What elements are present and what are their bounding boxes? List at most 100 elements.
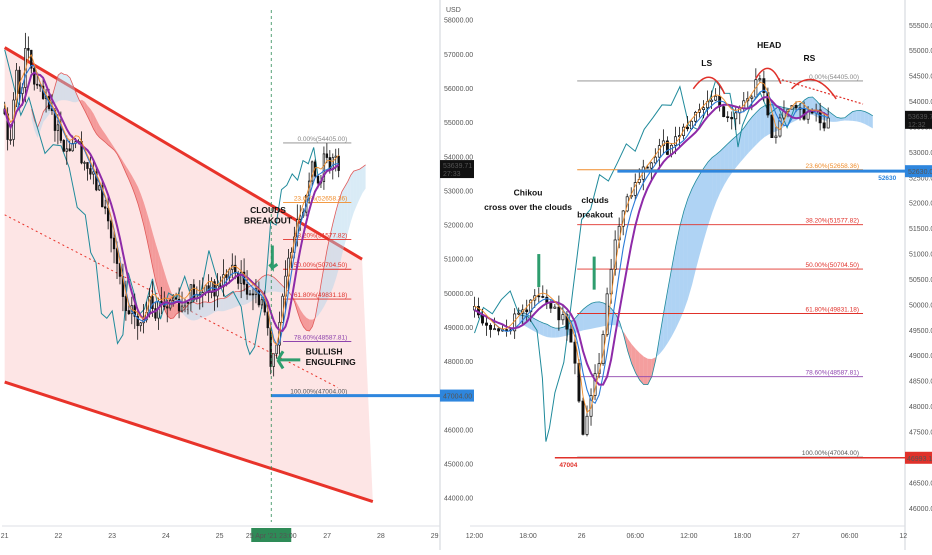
ichimoku-cloud-segment	[226, 295, 230, 311]
ichimoku-cloud-segment	[683, 198, 688, 311]
ichimoku-cloud-segment	[123, 161, 127, 174]
ichimoku-cloud-segment	[591, 302, 596, 329]
candle-body	[322, 153, 326, 182]
y-tick-label: 53000.00	[444, 188, 473, 195]
ichimoku-cloud-segment	[868, 113, 873, 129]
highlighted-time-badge	[251, 528, 292, 542]
ichimoku-cloud-segment	[300, 310, 304, 327]
ichimoku-cloud-segment	[303, 314, 307, 331]
ichimoku-cloud-segment	[362, 164, 366, 193]
candle-body	[750, 96, 754, 99]
x-tick-label: 06:00	[841, 533, 859, 540]
ichimoku-cloud-segment	[93, 113, 97, 135]
annotation-text: RS	[804, 53, 816, 63]
x-tick-label: 28	[377, 533, 385, 540]
last-price-text: 53639.71	[443, 163, 472, 170]
channel-lower-line	[4, 380, 374, 503]
ichimoku-cloud-segment	[58, 72, 62, 102]
ichimoku-cloud-segment	[182, 308, 186, 317]
y-tick-label: 49000.00	[444, 325, 473, 332]
ichimoku-cloud-segment	[262, 275, 266, 296]
candle-body	[245, 283, 249, 295]
candle-body	[653, 156, 657, 164]
candle-body	[325, 153, 329, 158]
ichimoku-cloud-segment	[599, 301, 604, 328]
ichimoku-cloud-segment	[708, 157, 713, 226]
last-price-time: 12:32	[908, 122, 926, 129]
fib-level-label: 100.00%(47004.00)	[290, 389, 347, 396]
candle-body	[545, 296, 549, 303]
y-tick-label: 51000.00	[909, 252, 932, 259]
candle-body	[810, 111, 814, 114]
candle-body	[186, 302, 190, 304]
ichimoku-cloud-segment	[607, 305, 612, 326]
candle-body	[585, 415, 589, 435]
ichimoku-cloud-segment	[185, 304, 189, 319]
kijun-line	[4, 53, 340, 346]
annotation-text: clouds	[581, 195, 609, 205]
ichimoku-cloud-segment	[72, 85, 76, 103]
candle-body	[714, 95, 718, 101]
ichimoku-cloud-segment	[132, 176, 135, 195]
candle-body	[497, 328, 501, 332]
candle-body	[657, 145, 661, 158]
candle-body	[86, 162, 89, 169]
fib-level-label: 78.60%(48587.81)	[806, 370, 860, 377]
ichimoku-cloud-segment	[852, 110, 857, 122]
ichimoku-cloud-segment	[140, 194, 144, 226]
candle-body	[758, 78, 762, 81]
ichimoku-cloud-segment	[40, 111, 44, 131]
head-arc	[755, 67, 782, 85]
right-shoulder-arc	[791, 78, 837, 100]
y-tick-label: 48000.00	[444, 359, 473, 366]
left-chart-panel: 44000.0045000.0046000.0047000.0048000.00…	[1, 0, 474, 550]
fib-level-label: 78.60%(48587.81)	[294, 335, 348, 342]
candle-body	[139, 322, 142, 327]
y-tick-label: 55500.00	[909, 23, 932, 30]
candle-body	[770, 114, 774, 138]
ichimoku-cloud-segment	[543, 323, 548, 338]
candle-body	[794, 105, 798, 109]
bottom-level-badge	[905, 451, 932, 464]
moving-average-slow	[3, 71, 340, 332]
candle-body	[30, 49, 33, 69]
candle-body	[109, 220, 113, 239]
fib-level-label: 0.00%(54405.00)	[297, 136, 347, 143]
ichimoku-cloud-segment	[692, 180, 696, 285]
ichimoku-cloud-segment	[659, 312, 664, 354]
y-tick-label: 58000.00	[444, 18, 473, 25]
candle-body	[154, 308, 157, 319]
ichimoku-cloud-segment	[200, 302, 203, 319]
x-tick-label: 25 Apr '21 23:00	[246, 533, 297, 540]
candle-body	[694, 111, 697, 122]
annotation-text: Chikou	[514, 188, 543, 198]
ichimoku-cloud-segment	[635, 348, 640, 381]
price-level-badge-text: 47004.00	[443, 394, 472, 401]
x-tick-label: 21	[1, 533, 9, 540]
candle-body	[112, 237, 116, 250]
ichimoku-cloud-segment	[587, 303, 592, 330]
ichimoku-cloud-segment	[344, 181, 348, 244]
ichimoku-cloud-segment	[105, 134, 109, 146]
ichimoku-cloud-segment	[34, 120, 38, 138]
y-tick-label: 54500.00	[909, 74, 932, 81]
candle-body	[649, 162, 653, 169]
candle-body	[136, 316, 139, 327]
cloud-span-a-line	[31, 72, 366, 332]
ichimoku-cloud-segment	[353, 170, 357, 213]
ichimoku-cloud-segment	[197, 303, 200, 320]
bottom-level-badge-text: 46993.18	[907, 456, 932, 463]
candle-body	[541, 296, 545, 298]
candle-body	[166, 306, 169, 309]
candle-body	[98, 185, 101, 191]
price-level-badge	[905, 165, 932, 178]
ichimoku-cloud-segment	[229, 292, 233, 310]
ichimoku-cloud-segment	[732, 136, 737, 173]
ichimoku-cloud-segment	[99, 125, 103, 140]
candle-body	[89, 168, 92, 175]
ichimoku-cloud-segment	[55, 75, 59, 104]
ichimoku-cloud-segment	[211, 300, 215, 314]
ichimoku-cloud-segment	[696, 173, 700, 269]
candle-body	[774, 135, 778, 138]
